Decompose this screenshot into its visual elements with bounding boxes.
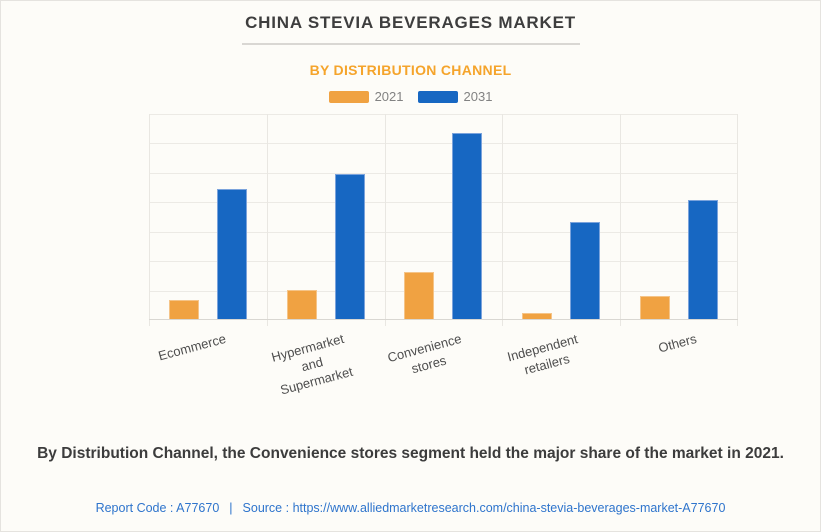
- title-divider: [241, 43, 580, 45]
- category-group-convenience-stores: [385, 114, 503, 319]
- gridline-vertical: [149, 114, 150, 326]
- bar-hypermarket-supermarket-2031[interactable]: [334, 174, 365, 319]
- chart-subtitle: BY DISTRIBUTION CHANNEL: [309, 62, 512, 78]
- gridline-horizontal: [149, 173, 738, 174]
- gridline-vertical: [267, 114, 268, 326]
- gridline-horizontal: [149, 291, 738, 292]
- footer-separator: |: [229, 501, 233, 515]
- bar-convenience-stores-2031[interactable]: [452, 133, 483, 319]
- page-title: CHINA STEVIA BEVERAGES MARKET: [245, 13, 576, 32]
- bar-hypermarket-supermarket-2021[interactable]: [286, 289, 317, 319]
- chart-description: By Distribution Channel, the Convenience…: [37, 445, 784, 462]
- legend-label-2031: 2031: [463, 89, 493, 104]
- gridline-horizontal: [149, 232, 738, 233]
- legend-item-2031[interactable]: 2031: [417, 89, 493, 104]
- bar-independent-retailers-2021[interactable]: [522, 313, 553, 319]
- bar-ecommerce-2021[interactable]: [168, 299, 199, 319]
- legend-item-2021[interactable]: 2021: [328, 89, 404, 104]
- gridline-horizontal: [149, 143, 738, 144]
- bar-others-2031[interactable]: [688, 200, 719, 319]
- footer-line: Report Code : A77670 | Source : https://ww…: [1, 501, 820, 515]
- plot-area: Ecommerce Hypermarket and Supermarket Co…: [149, 114, 738, 398]
- gridline-vertical: [385, 114, 386, 326]
- category-group-hypermarket-supermarket: [267, 114, 385, 319]
- category-group-others: [620, 114, 738, 319]
- bars-row: [149, 114, 738, 320]
- gridline-horizontal: [149, 114, 738, 115]
- bar-ecommerce-2031[interactable]: [216, 188, 247, 319]
- report-code: Report Code : A77670: [95, 501, 220, 515]
- x-label-independent-retailers: Independent retailers: [505, 331, 580, 378]
- source-label: Source :: [242, 501, 290, 515]
- gridline-vertical: [737, 114, 738, 326]
- gridline-horizontal: [149, 202, 738, 203]
- legend-label-2021: 2021: [374, 89, 404, 104]
- legend: 2021 2031: [1, 89, 820, 104]
- bar-others-2021[interactable]: [640, 295, 671, 319]
- x-label-convenience-stores: Convenience stores: [385, 330, 464, 377]
- gridline-vertical: [502, 114, 503, 326]
- gridline-vertical: [620, 114, 621, 326]
- legend-swatch-2031-icon: [417, 90, 458, 103]
- bar-convenience-stores-2021[interactable]: [404, 272, 435, 319]
- x-axis-line: [149, 319, 738, 320]
- source-url-link[interactable]: https://www.alliedmarketresearch.com/chi…: [292, 501, 726, 515]
- legend-swatch-2021-icon: [328, 90, 369, 103]
- x-label-hypermarket-supermarket: Hypermarket and Supermarket: [269, 330, 354, 398]
- gridline-horizontal: [149, 261, 738, 262]
- x-label-others: Others: [656, 330, 699, 356]
- bar-independent-retailers-2031[interactable]: [570, 222, 601, 319]
- category-group-ecommerce: [149, 114, 267, 319]
- category-group-independent-retailers: [502, 114, 620, 319]
- x-label-ecommerce: Ecommerce: [156, 330, 228, 364]
